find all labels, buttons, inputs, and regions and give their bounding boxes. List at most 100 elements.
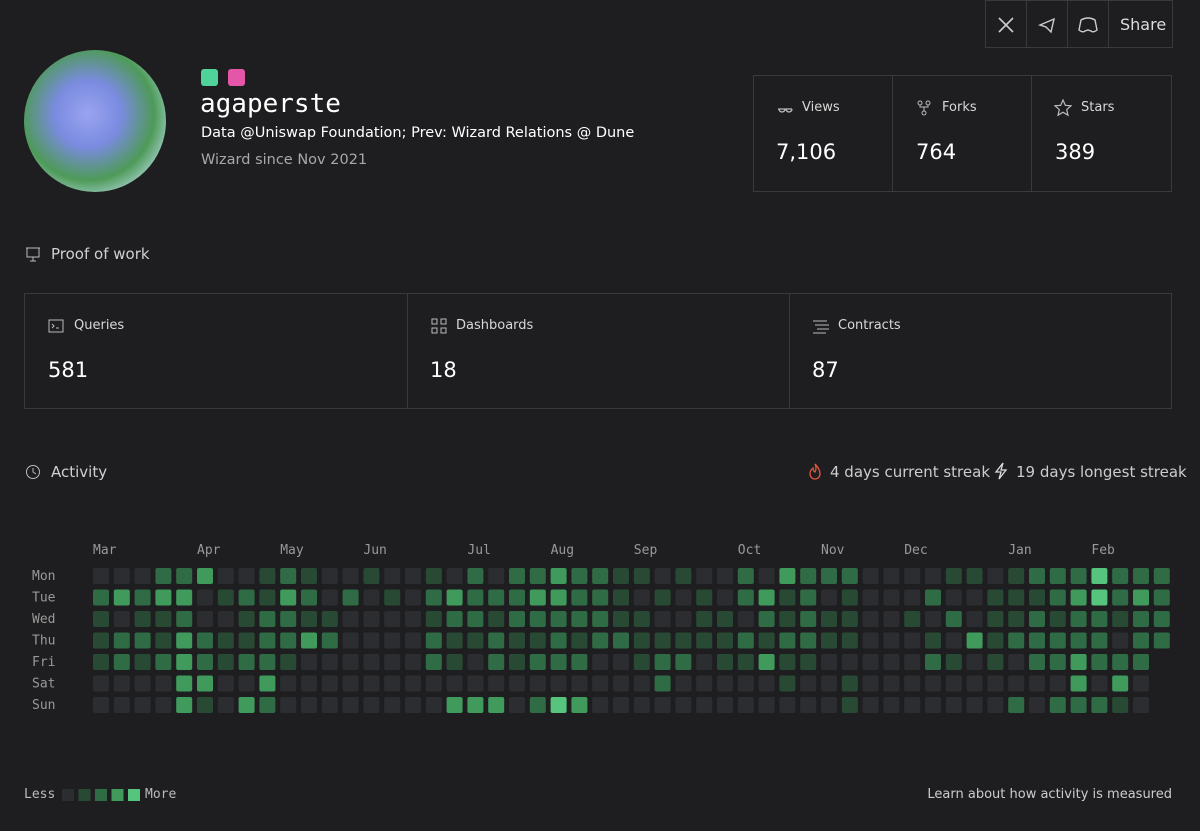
activity-cell	[488, 697, 505, 713]
activity-cell	[550, 675, 567, 692]
activity-cell	[363, 589, 380, 606]
activity-cell	[405, 632, 421, 649]
activity-cell	[1029, 632, 1045, 649]
activity-cell	[696, 611, 713, 627]
activity-cell	[176, 568, 193, 584]
day-label: Mon	[32, 569, 55, 584]
activity-cell	[987, 654, 1004, 670]
activity-cell	[176, 611, 193, 627]
activity-cell	[675, 568, 692, 584]
month-label: Nov	[821, 543, 845, 558]
activity-cell	[758, 654, 775, 670]
activity-cell	[1029, 654, 1045, 670]
activity-cell	[841, 654, 858, 670]
badge	[201, 69, 218, 86]
activity-cell	[904, 632, 921, 649]
activity-cell	[758, 675, 775, 692]
activity-cell	[654, 697, 671, 713]
activity-cell	[488, 675, 505, 692]
activity-cell	[717, 611, 733, 627]
activity-cell	[176, 589, 193, 606]
activity-cell	[862, 568, 879, 584]
activity-cell	[238, 697, 255, 713]
activity-cell	[925, 654, 941, 670]
activity-cell	[363, 675, 380, 692]
stat-value: 389	[1055, 140, 1096, 164]
telegram-button[interactable]	[1038, 16, 1056, 34]
activity-cell	[779, 611, 796, 627]
activity-cell	[155, 589, 172, 606]
activity-cell	[321, 568, 338, 584]
activity-cell	[717, 568, 733, 584]
activity-cell	[613, 589, 629, 606]
activity-cell	[1133, 697, 1149, 713]
activity-cell	[529, 611, 546, 627]
activity-cell	[342, 611, 359, 627]
activity-cell	[737, 589, 754, 606]
activity-cell	[1049, 568, 1066, 584]
activity-cell	[592, 611, 609, 627]
learn-more-link[interactable]: Learn about how activity is measured	[927, 787, 1172, 802]
activity-cell	[176, 697, 193, 713]
activity-cell	[592, 675, 609, 692]
activity-cell	[405, 568, 421, 584]
activity-cell	[633, 611, 650, 627]
month-label: Mar	[93, 543, 117, 558]
share-button[interactable]: Share	[1120, 15, 1167, 34]
activity-cell	[113, 611, 130, 627]
activity-cell	[155, 697, 172, 713]
activity-cell	[571, 675, 588, 692]
activity-cell	[384, 654, 401, 670]
activity-cell	[1049, 611, 1066, 627]
activity-cell	[883, 654, 900, 670]
activity-cell	[217, 654, 234, 670]
activity-cell	[571, 611, 588, 627]
activity-cell	[93, 589, 109, 606]
activity-cell	[841, 697, 858, 713]
activity-cell	[509, 611, 525, 627]
activity-cell	[384, 675, 401, 692]
activity-cell	[987, 568, 1004, 584]
activity-cell	[342, 632, 359, 649]
activity-cell	[509, 697, 525, 713]
activity-cell	[446, 568, 463, 584]
activity-cell	[1049, 675, 1066, 692]
activity-cell	[301, 654, 317, 670]
activity-cell	[821, 632, 837, 649]
activity-cell	[966, 632, 983, 649]
activity-cell	[217, 675, 234, 692]
longest-streak: 19 days longest streak	[1016, 463, 1187, 481]
month-label: Jul	[467, 543, 490, 558]
activity-cell	[342, 589, 359, 606]
activity-cell	[280, 632, 297, 649]
day-label: Tue	[32, 591, 56, 606]
activity-cell	[238, 589, 255, 606]
activity-cell	[675, 632, 692, 649]
activity-cell	[1112, 611, 1129, 627]
proof-value: 87	[812, 358, 839, 382]
activity-cell	[238, 611, 255, 627]
activity-cell	[883, 589, 900, 606]
stat-value: 764	[916, 140, 957, 164]
badge	[228, 69, 245, 86]
activity-cell	[446, 632, 463, 649]
activity-cell	[238, 632, 255, 649]
activity-cell	[654, 611, 671, 627]
activity-cell	[93, 632, 109, 649]
proof-box	[24, 293, 1172, 409]
activity-cell	[737, 654, 754, 670]
activity-cell	[737, 675, 754, 692]
activity-cell	[841, 589, 858, 606]
activity-cell	[925, 589, 941, 606]
x-button[interactable]	[997, 16, 1015, 34]
activity-cell	[800, 568, 817, 584]
activity-cell	[696, 697, 713, 713]
discord-button[interactable]	[1078, 16, 1098, 34]
activity-cell	[93, 611, 109, 627]
activity-cell	[238, 568, 255, 584]
activity-cell	[862, 611, 879, 627]
activity-cell	[675, 675, 692, 692]
activity-cell	[779, 697, 796, 713]
month-label: Oct	[738, 543, 761, 558]
